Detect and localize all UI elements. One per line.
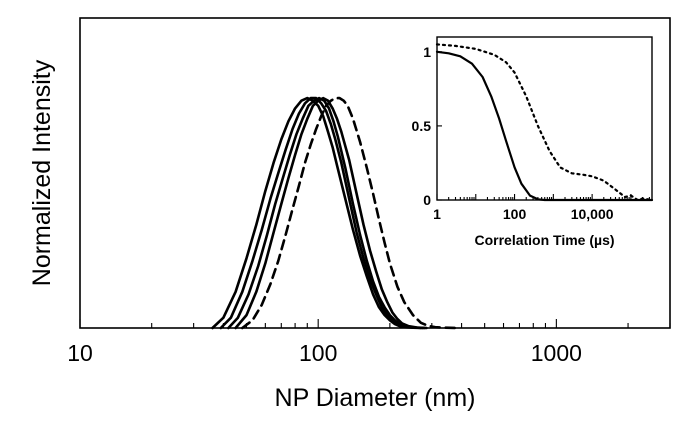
x-tick-label: 10 [67,340,93,366]
inset-chart: 1 100 10,000 0 0.5 1 Correlation Time (µs) [412,36,654,248]
main-chart: 10 100 1000 NP Diameter (nm) Normalized In… [28,17,671,412]
y-tick-label: 1 [423,44,431,60]
series-line-3 [227,96,427,330]
x-tick-label: 100 [503,206,527,222]
inset-series-group [435,43,654,202]
x-tick-label: 1 [433,206,441,222]
series-line-2 [219,96,425,330]
x-tick-label: 10,000 [571,206,614,222]
series-line-1 [211,96,423,330]
series-line-2 [435,43,654,202]
x-tick-label: 1000 [531,340,582,366]
series-line-5 [241,96,458,330]
main-series-group [211,96,458,330]
main-x-axis-title: NP Diameter (nm) [275,384,476,412]
series-line-1 [435,50,654,202]
inset-x-axis: 1 100 10,000 [433,194,650,222]
main-plot-frame [79,17,671,329]
main-y-axis-title: Normalized Intensity [28,59,56,286]
main-x-axis: 10 100 1000 [67,319,671,366]
y-tick-label: 0 [423,192,431,208]
inset-x-axis-title: Correlation Time (µs) [474,232,614,248]
x-tick-label: 100 [299,340,337,366]
series-line-4 [234,96,428,330]
y-tick-label: 0.5 [412,118,432,134]
